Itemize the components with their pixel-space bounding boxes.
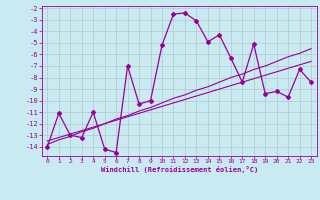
X-axis label: Windchill (Refroidissement éolien,°C): Windchill (Refroidissement éolien,°C) <box>100 166 258 173</box>
